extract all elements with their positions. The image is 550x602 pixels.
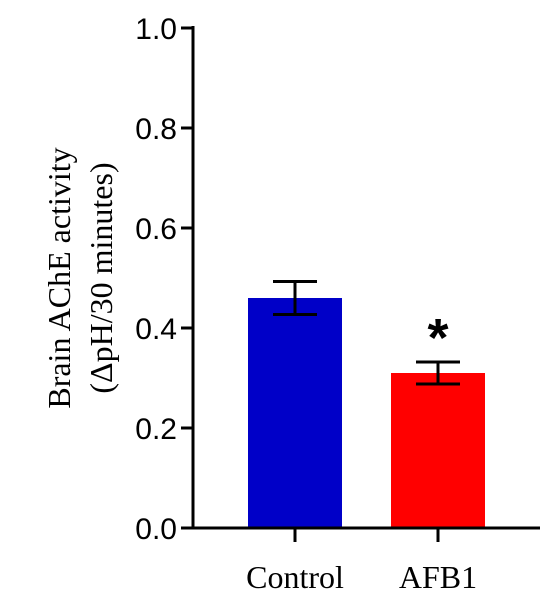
error-bar-afb1	[416, 360, 460, 386]
x-tick-label-afb1: AFB1	[399, 559, 477, 595]
y-tick-label: 1.0	[135, 13, 177, 46]
bar-control	[248, 298, 342, 528]
y-tick-label: 0.6	[135, 213, 177, 246]
y-axis-label-line-2: (ΔpH/30 minutes)	[83, 162, 119, 393]
x-tick-label-control: Control	[246, 559, 344, 595]
y-tick-label: 0.0	[135, 513, 177, 546]
y-axis-label-line-1: Brain AChE activity	[41, 147, 77, 408]
y-tick-label: 0.8	[135, 113, 177, 146]
bars: Control * AFB1	[246, 280, 485, 595]
error-bar-control	[273, 280, 317, 316]
y-axis-label: Brain AChE activity (ΔpH/30 minutes)	[41, 147, 119, 408]
significance-marker: *	[427, 308, 448, 368]
y-tick-label: 0.4	[135, 313, 177, 346]
axes: 0.0 0.2 0.4 0.6 0.8 1.0	[135, 13, 540, 546]
y-tick-label: 0.2	[135, 413, 177, 446]
bar-afb1	[391, 373, 485, 528]
